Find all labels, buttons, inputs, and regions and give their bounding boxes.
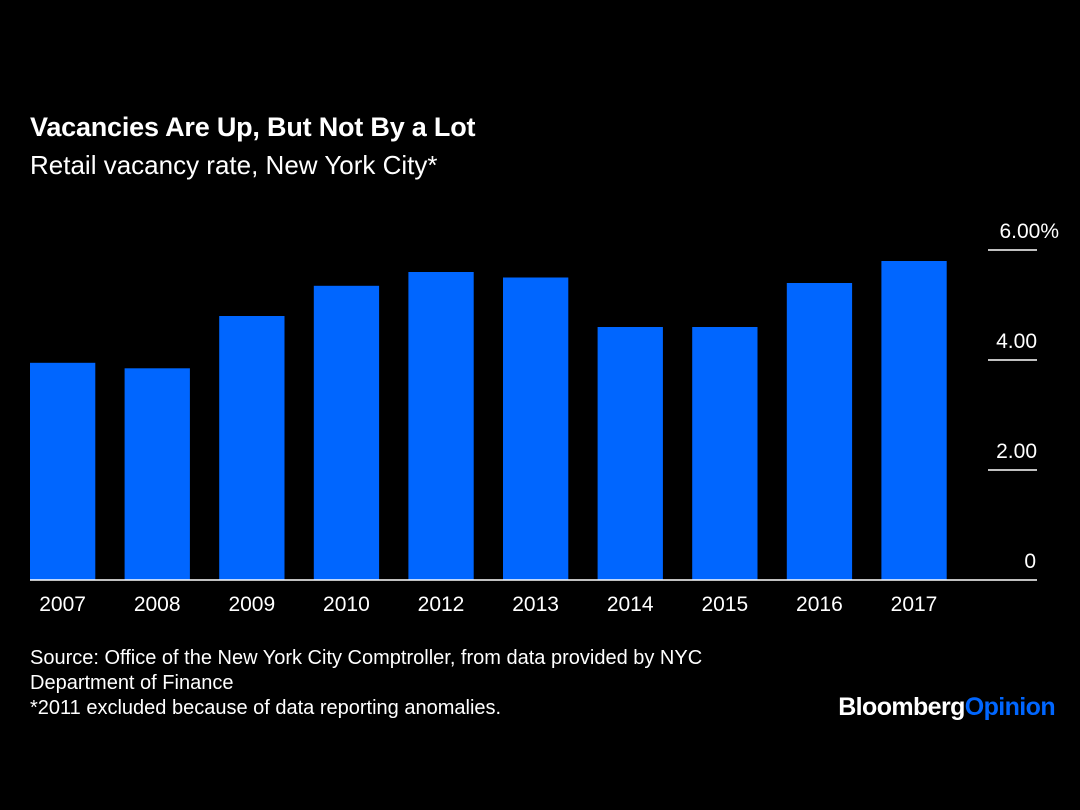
logo-part-bloomberg: Bloomberg [838,693,965,721]
x-tick-label-2016: 2016 [796,593,843,616]
bar-2007 [30,362,96,581]
x-tick-label-2015: 2015 [701,593,748,616]
x-tick-label-2007: 2007 [39,593,86,616]
x-tick-label-2017: 2017 [891,593,938,616]
source-line-2: Department of Finance [30,672,234,694]
bar-2015 [692,327,758,580]
chart-title: Vacancies Are Up, But Not By a Lot [30,112,476,142]
x-tick-label-2009: 2009 [228,593,275,616]
bar-chart: 2007 2008 2009 2010 2012 2013 2014 2015 2016 2017… [30,220,1059,616]
bar-2012 [408,272,474,580]
logo-part-opinion: Opinion [964,693,1056,721]
y-tick-label-4: 4.00 [996,330,1037,353]
bar-2017 [881,261,947,580]
y-tick-label-6: 6.00% [999,220,1059,243]
source-note: Source: Office of the New York City Comp… [30,646,702,721]
x-tick-labels: 2007 2008 2009 2010 2012 2013 2014 2015 2016 2017 [39,593,937,616]
bar-2008 [124,368,190,581]
footnote: *2011 excluded because of data reporting… [30,697,502,719]
bar-2009 [219,316,285,580]
x-tick-label-2008: 2008 [134,593,181,616]
bars-layer [30,261,947,581]
bar-2010 [313,285,380,581]
y-tick-label-2: 2.00 [996,440,1037,463]
x-tick-label-2012: 2012 [418,593,465,616]
chart-subtitle: Retail vacancy rate, New York City* [30,150,438,180]
x-tick-label-2014: 2014 [607,593,654,616]
bar-2016 [786,283,853,580]
bar-2013 [503,277,569,580]
bar-2014 [597,327,663,580]
source-line-1: Source: Office of the New York City Comp… [30,647,703,669]
x-tick-label-2013: 2013 [512,593,559,616]
y-axis: 0 2.00 4.00 6.00% [988,220,1059,573]
bloomberg-opinion-logo: BloombergOpinion [838,693,1055,722]
x-tick-label-2010: 2010 [323,593,370,616]
y-tick-label-0: 0 [1024,550,1036,573]
